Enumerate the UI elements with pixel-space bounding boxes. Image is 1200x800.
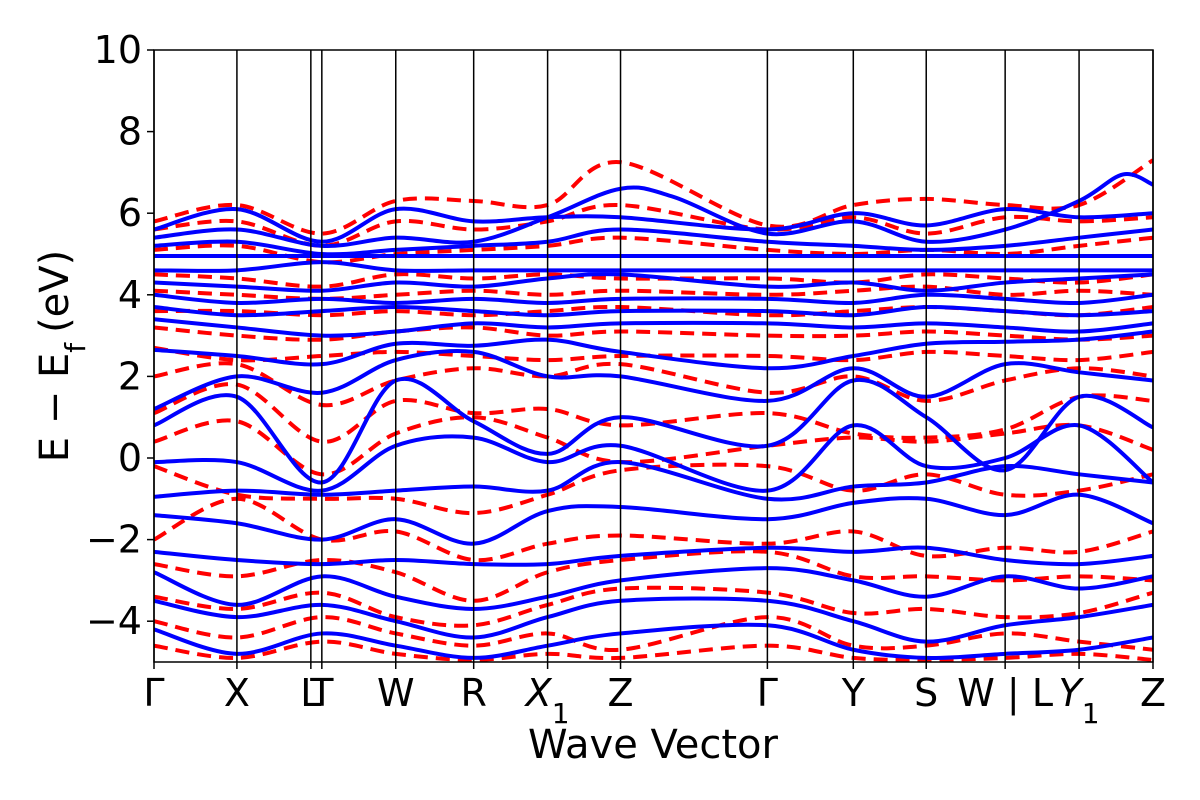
x-tick-label-0: Γ bbox=[143, 671, 164, 715]
x-tick-label-13: Z bbox=[1140, 671, 1166, 715]
band-line-6 bbox=[154, 292, 1153, 306]
y-axis: −4 −2 0 2 4 6 8 10 bbox=[86, 28, 154, 643]
x-axis: Γ X LT W R X1 Z Γ Y S W | L Y1 Z bbox=[143, 662, 1166, 730]
plot-frame bbox=[153, 49, 1154, 663]
band-line-21 bbox=[154, 235, 1153, 265]
band-line-22 bbox=[154, 272, 1153, 289]
x-tick-label-4: W bbox=[377, 671, 415, 715]
x-tick-label-7: Z bbox=[608, 671, 634, 715]
y-tick-label-1: −2 bbox=[86, 518, 142, 562]
x-tick-label-5: R bbox=[460, 671, 486, 715]
band-line-30 bbox=[154, 462, 1153, 516]
band-line-5 bbox=[154, 272, 1153, 293]
y-tick-label-5: 6 bbox=[118, 191, 142, 235]
x-tick-label-2: L bbox=[300, 671, 321, 715]
band-line-4 bbox=[154, 260, 1153, 273]
band-line-20 bbox=[154, 203, 1153, 248]
band-line-32 bbox=[154, 549, 1153, 603]
band-line-26 bbox=[154, 345, 1153, 363]
y-tick-label-7: 10 bbox=[94, 28, 142, 72]
y-tick-label-6: 8 bbox=[118, 110, 142, 154]
band-line-7 bbox=[154, 304, 1153, 318]
x-tick-label-10: S bbox=[914, 671, 938, 715]
x-tick-label-11: W | L bbox=[957, 671, 1053, 716]
band-line-2 bbox=[154, 172, 1153, 248]
band-line-18 bbox=[154, 622, 1153, 661]
band-line-8 bbox=[154, 317, 1153, 338]
x-tick-label-6: X1 bbox=[524, 671, 570, 730]
y-tick-label-2: 0 bbox=[118, 436, 142, 480]
band-line-27 bbox=[154, 361, 1153, 408]
x-tick-label-3: T bbox=[309, 671, 334, 715]
band-line-19 bbox=[154, 158, 1153, 236]
band-line-34 bbox=[154, 615, 1153, 652]
band-lines bbox=[154, 158, 1153, 662]
y-tick-label-3: 2 bbox=[118, 354, 142, 398]
x-tick-label-12: Y1 bbox=[1059, 671, 1100, 730]
band-line-33 bbox=[154, 585, 1153, 628]
x-axis-label: Wave Vector bbox=[528, 722, 779, 768]
band-line-25 bbox=[154, 325, 1153, 342]
x-tick-label-9: Y bbox=[841, 671, 866, 715]
x-tick-label-1: X bbox=[224, 671, 250, 715]
y-axis-label: E − Ef(eV) bbox=[32, 250, 92, 463]
band-line-1 bbox=[154, 206, 1153, 244]
y-tick-label-4: 4 bbox=[118, 273, 142, 317]
y-tick-label-0: −4 bbox=[86, 599, 142, 643]
x-tick-label-8: Γ bbox=[757, 671, 778, 715]
